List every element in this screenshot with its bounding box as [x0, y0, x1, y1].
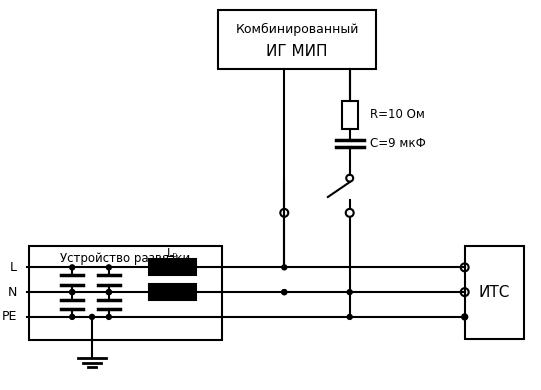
Circle shape	[461, 314, 467, 320]
Bar	[342, 101, 358, 129]
Circle shape	[347, 290, 352, 294]
Circle shape	[347, 314, 352, 319]
Circle shape	[282, 265, 287, 270]
Bar	[148, 284, 196, 300]
Circle shape	[282, 290, 287, 294]
Text: Комбинированный: Комбинированный	[235, 23, 359, 36]
Circle shape	[107, 314, 111, 319]
Text: ИТС: ИТС	[479, 285, 510, 300]
Text: Устройство развязки: Устройство развязки	[60, 252, 190, 265]
Circle shape	[70, 290, 75, 294]
Circle shape	[107, 290, 111, 294]
Text: R=10 Ом: R=10 Ом	[370, 108, 424, 121]
Circle shape	[70, 265, 75, 270]
Circle shape	[70, 290, 75, 294]
Circle shape	[89, 314, 95, 319]
Circle shape	[282, 290, 287, 294]
Bar	[29, 246, 222, 340]
Text: Lₚ: Lₚ	[167, 247, 178, 260]
Circle shape	[107, 290, 111, 294]
Circle shape	[70, 314, 75, 319]
Text: ИГ МИП: ИГ МИП	[266, 44, 328, 59]
Bar	[218, 10, 377, 69]
Bar	[148, 259, 196, 275]
Bar	[465, 246, 524, 339]
Text: C=9 мкФ: C=9 мкФ	[370, 137, 425, 151]
Text: N: N	[7, 285, 17, 299]
Circle shape	[107, 265, 111, 270]
Text: L: L	[10, 261, 17, 274]
Text: PE: PE	[1, 310, 17, 323]
